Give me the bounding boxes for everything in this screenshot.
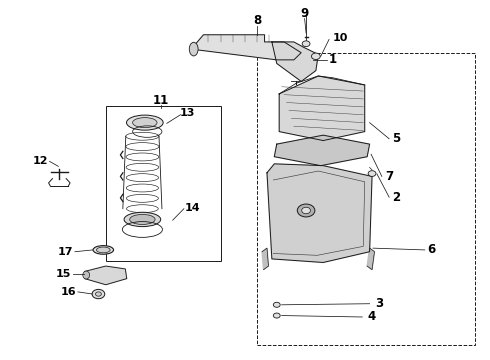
Ellipse shape — [189, 42, 198, 56]
Text: 8: 8 — [253, 14, 261, 27]
Text: 2: 2 — [392, 191, 400, 204]
Circle shape — [302, 41, 310, 46]
Bar — [257, 53, 475, 345]
Circle shape — [312, 53, 320, 59]
Ellipse shape — [97, 247, 110, 253]
Text: 5: 5 — [392, 132, 401, 145]
Polygon shape — [274, 135, 369, 166]
Text: 9: 9 — [300, 7, 309, 20]
Circle shape — [302, 207, 311, 214]
Text: 3: 3 — [375, 297, 384, 310]
Circle shape — [92, 289, 105, 299]
Polygon shape — [262, 248, 269, 270]
Text: 13: 13 — [180, 108, 195, 118]
Ellipse shape — [133, 118, 157, 128]
Ellipse shape — [83, 271, 90, 279]
Polygon shape — [85, 266, 127, 285]
Polygon shape — [267, 164, 372, 262]
Bar — [106, 107, 220, 261]
Text: 17: 17 — [57, 247, 73, 257]
Circle shape — [273, 313, 280, 318]
Text: 15: 15 — [55, 269, 71, 279]
Text: 7: 7 — [385, 170, 393, 183]
Text: 6: 6 — [427, 243, 436, 256]
Text: 14: 14 — [184, 203, 200, 213]
Circle shape — [273, 302, 280, 307]
Polygon shape — [191, 35, 301, 60]
Ellipse shape — [93, 246, 114, 254]
Ellipse shape — [124, 212, 161, 226]
Ellipse shape — [130, 215, 155, 225]
Polygon shape — [367, 248, 374, 270]
Ellipse shape — [126, 115, 163, 130]
Circle shape — [96, 292, 101, 296]
Text: 4: 4 — [368, 310, 376, 324]
Polygon shape — [279, 76, 365, 140]
Text: 16: 16 — [60, 287, 76, 297]
Text: 12: 12 — [33, 156, 49, 166]
Text: 11: 11 — [153, 94, 169, 107]
Circle shape — [368, 171, 376, 176]
Text: 1: 1 — [329, 53, 337, 66]
Polygon shape — [272, 42, 319, 81]
Text: 10: 10 — [333, 33, 348, 43]
Circle shape — [297, 204, 315, 217]
